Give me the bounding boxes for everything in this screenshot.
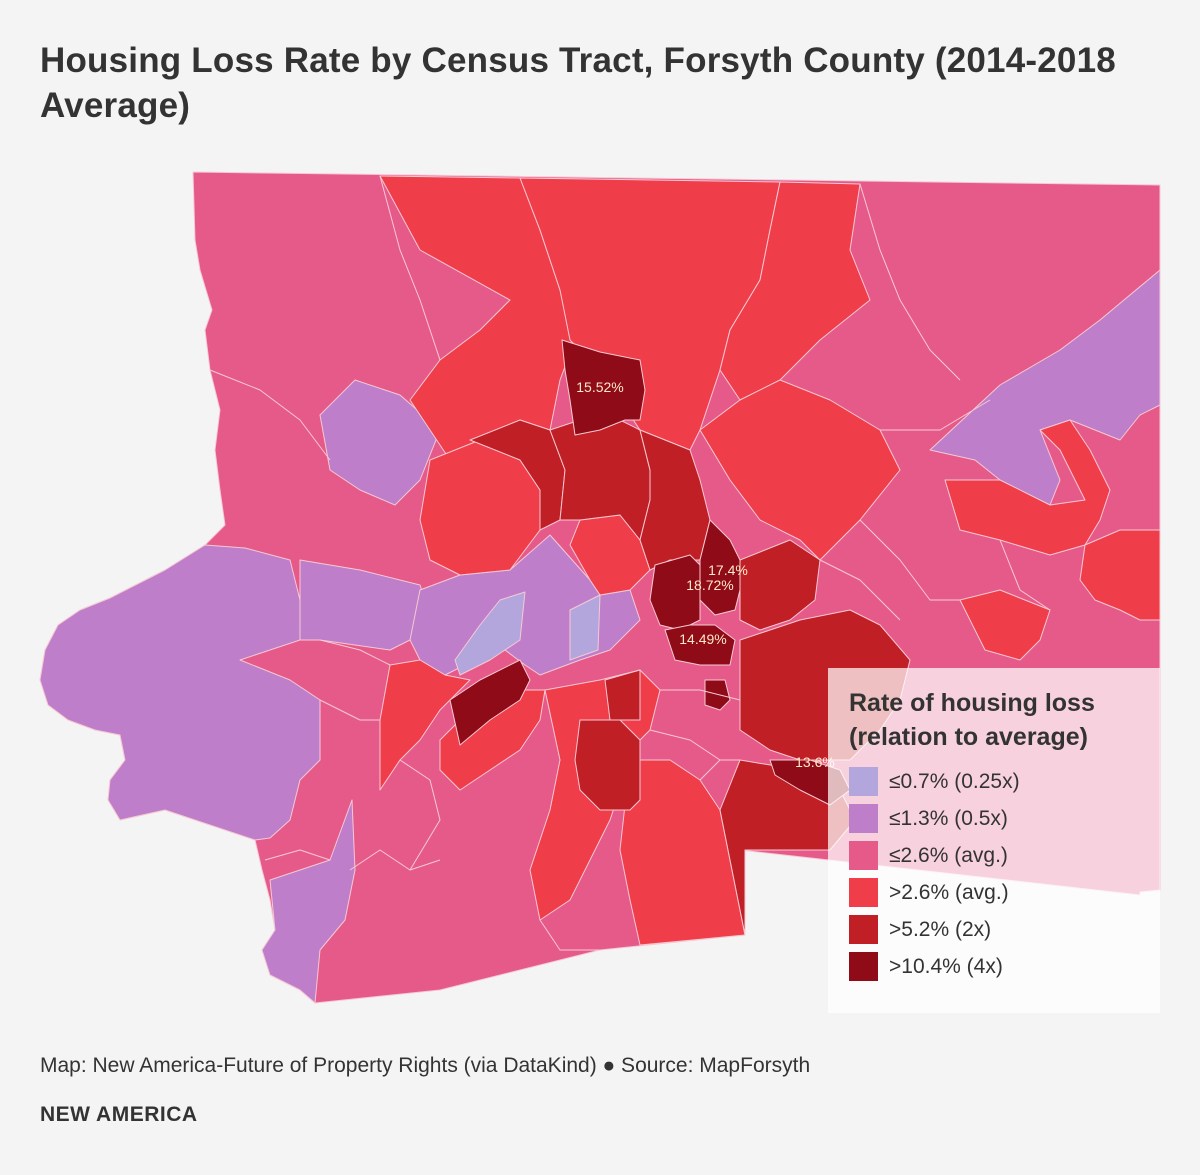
tract-east-red-2	[1079, 529, 1161, 621]
tract-center-lavender-2	[569, 594, 601, 661]
legend-label: ≤0.7% (0.25x)	[889, 770, 1020, 793]
legend-swatch	[849, 767, 878, 796]
tract-nw-purple	[319, 379, 441, 506]
map-legend: Rate of housing loss (relation to averag…	[828, 668, 1160, 1013]
tract-core-dark-8	[604, 669, 641, 721]
map-title: Housing Loss Rate by Census Tract, Forsy…	[40, 41, 1116, 125]
annotation-1449: 14.49%	[679, 631, 726, 647]
annotation-136: 13.6%	[795, 754, 835, 770]
tract-core-dark-7	[574, 719, 641, 811]
tract-center-lavender	[454, 591, 526, 676]
tract-1552	[561, 339, 646, 436]
legend-label: ≤1.3% (0.5x)	[889, 807, 1008, 830]
annotation-1552: 15.52%	[576, 379, 623, 395]
legend-title: Rate of housing loss (relation to averag…	[849, 689, 1095, 751]
legend-swatch	[849, 878, 878, 907]
tract-west-band	[299, 559, 431, 651]
tract-core-dark-3	[639, 429, 711, 571]
tract-wc-red-2	[379, 659, 471, 791]
legend-swatch	[849, 841, 878, 870]
tract-annotations: 15.52% 17.4% 18.72% 14.49% 13.6%	[576, 379, 835, 770]
tract-core-small	[704, 679, 731, 711]
annotation-174: 17.4%	[708, 562, 748, 578]
tract-south-purple	[261, 799, 356, 1004]
brand-logo-text: NEW AMERICA	[40, 1103, 198, 1126]
legend-swatch	[849, 952, 878, 981]
tract-1449	[664, 624, 736, 666]
annotation-1872: 18.72%	[686, 577, 733, 593]
legend-label: >5.2% (2x)	[889, 918, 992, 941]
tract-west-purple	[39, 544, 321, 841]
tract-west-dark	[449, 659, 531, 746]
tract-ne-red	[699, 379, 901, 561]
legend-label: >10.4% (4x)	[889, 955, 1003, 978]
tract-east-red-1	[944, 419, 1111, 556]
legend-label: >2.6% (avg.)	[889, 881, 1009, 904]
legend-label: ≤2.6% (avg.)	[889, 844, 1008, 867]
tract-core-dark-4	[739, 539, 821, 631]
legend-swatch	[849, 804, 878, 833]
map-credit: Map: New America-Future of Property Righ…	[40, 1054, 811, 1077]
legend-swatch	[849, 915, 878, 944]
tract-east-red-3	[959, 589, 1051, 661]
